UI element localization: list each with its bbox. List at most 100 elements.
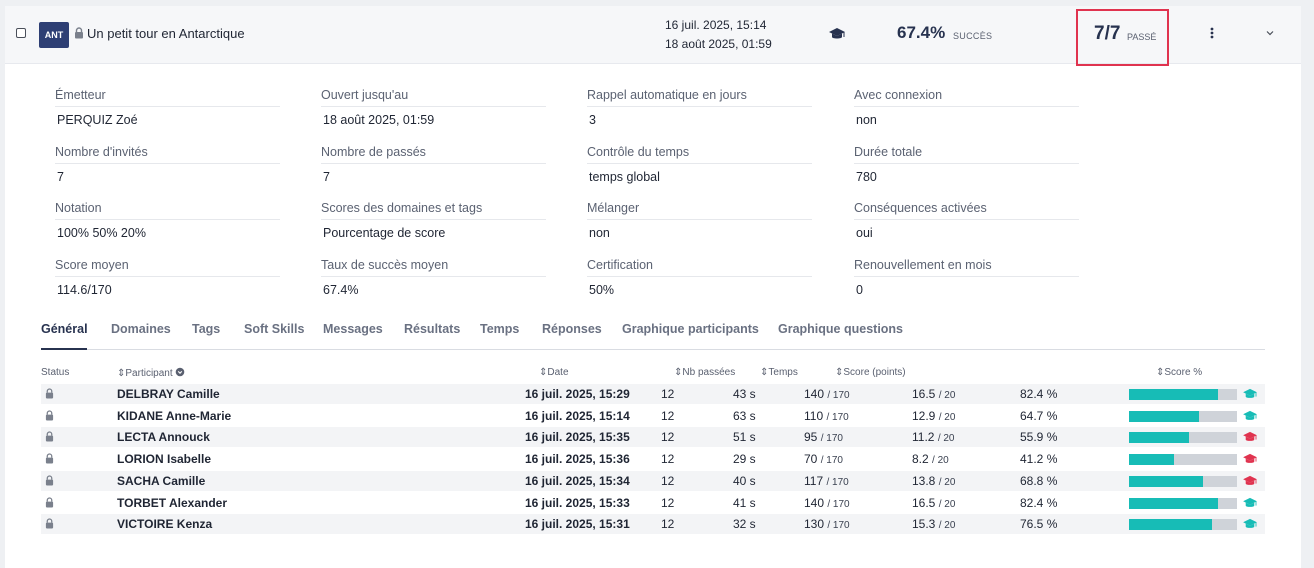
evaluation-header[interactable]: ANT Un petit tour en Antarctique 16 juil…	[5, 6, 1301, 66]
info-label: Contrôle du temps	[587, 145, 812, 164]
tab-graphique-questions[interactable]: Graphique questions	[778, 322, 904, 336]
evaluation-title[interactable]: Un petit tour en Antarctique	[87, 26, 245, 41]
row-note: 11.2 / 20	[912, 430, 955, 444]
tab-messages[interactable]: Messages	[323, 322, 383, 336]
graduation-cap-icon	[1243, 453, 1257, 463]
info-label: Notation	[55, 201, 280, 220]
sort-icon[interactable]: ⇕	[1156, 367, 1165, 378]
table-row[interactable]: TORBET Alexander 16 juil. 2025, 15:33 12 41…	[41, 493, 1265, 513]
participant-name[interactable]: LECTA Annouck	[117, 430, 210, 444]
table-row[interactable]: SACHA Camille 16 juil. 2025, 15:34 12 40 s 1…	[41, 471, 1265, 491]
info-label: Mélanger	[587, 201, 812, 220]
row-nb-passees: 12	[661, 409, 675, 423]
note-value: 11.2	[912, 430, 935, 444]
info-taux-succes: Taux de succès moyen 67.4%	[321, 258, 546, 297]
info-value: 67.4%	[323, 283, 359, 297]
graduation-cap-icon	[1243, 388, 1257, 398]
info-invites: Nombre d'invités 7	[55, 145, 280, 184]
col-score-pct[interactable]: ⇕Score %	[1156, 367, 1202, 378]
sort-icon[interactable]: ⇕	[674, 367, 683, 378]
graduation-cap-icon	[1243, 518, 1257, 528]
row-temps: 29 s	[733, 452, 756, 466]
kebab-menu-icon[interactable]	[1209, 26, 1215, 40]
col-date-label: Date	[547, 367, 569, 378]
points-max: / 170	[827, 390, 850, 401]
graduation-cap-icon	[1243, 431, 1257, 441]
col-participant[interactable]: ⇕Participant	[117, 367, 185, 379]
row-temps: 41 s	[733, 496, 756, 510]
row-date: 16 juil. 2025, 15:31	[525, 517, 630, 531]
participant-name[interactable]: SACHA Camille	[117, 474, 206, 488]
passed-count: 7/7	[1094, 23, 1121, 44]
row-score-pct: 41.2 %	[1020, 452, 1058, 466]
points-value: 70	[804, 452, 818, 466]
points-max: / 170	[827, 499, 850, 510]
info-score-moyen: Score moyen 114.6/170	[55, 258, 280, 297]
info-label: Scores des domaines et tags	[321, 201, 546, 220]
score-progress-bar	[1129, 454, 1237, 465]
participant-name[interactable]: DELBRAY Camille	[117, 387, 220, 401]
score-progress-bar	[1129, 519, 1237, 530]
row-nb-passees: 12	[661, 474, 675, 488]
info-circle-icon[interactable]	[175, 367, 185, 377]
select-checkbox[interactable]	[16, 28, 26, 38]
col-score-points-label: Score (points)	[843, 367, 906, 378]
chevron-down-icon[interactable]	[1265, 29, 1275, 37]
row-score-points: 140 / 170	[804, 496, 850, 510]
row-score-pct: 68.8 %	[1020, 474, 1058, 488]
info-value: non	[589, 226, 610, 240]
info-melanger: Mélanger non	[587, 201, 812, 240]
note-value: 15.3	[912, 517, 936, 531]
sort-icon[interactable]: ⇕	[539, 367, 548, 378]
table-row[interactable]: DELBRAY Camille 16 juil. 2025, 15:29 12 43 …	[41, 384, 1265, 404]
row-date: 16 juil. 2025, 15:34	[525, 474, 630, 488]
info-value: PERQUIZ Zoé	[57, 113, 138, 127]
score-progress-fill	[1129, 389, 1218, 400]
graduation-cap-icon	[829, 28, 845, 39]
tab-tags[interactable]: Tags	[192, 322, 221, 336]
score-progress-bar	[1129, 411, 1237, 422]
tab-temps[interactable]: Temps	[480, 322, 520, 336]
active-tab-indicator	[41, 348, 87, 350]
note-value: 12.9	[912, 409, 936, 423]
col-score-pct-label: Score %	[1164, 367, 1203, 378]
col-score-points[interactable]: ⇕Score (points)	[835, 367, 906, 378]
score-progress-bar	[1129, 432, 1237, 443]
row-nb-passees: 12	[661, 517, 675, 531]
points-max: / 170	[820, 455, 843, 466]
tab-graphique-participants[interactable]: Graphique participants	[622, 322, 759, 336]
tab-reponses[interactable]: Réponses	[542, 322, 602, 336]
tab-resultats[interactable]: Résultats	[404, 322, 461, 336]
score-progress-fill	[1129, 519, 1212, 530]
note-value: 16.5	[912, 496, 936, 510]
table-row[interactable]: LORION Isabelle 16 juil. 2025, 15:36 12 29 …	[41, 449, 1265, 469]
table-row[interactable]: VICTOIRE Kenza 16 juil. 2025, 15:31 12 32 s…	[41, 514, 1265, 534]
score-progress-bar	[1129, 389, 1237, 400]
info-label: Certification	[587, 258, 812, 277]
tab-domaines[interactable]: Domaines	[111, 322, 171, 336]
sort-icon[interactable]: ⇕	[835, 367, 844, 378]
participant-name[interactable]: LORION Isabelle	[117, 452, 212, 466]
participant-name[interactable]: VICTOIRE Kenza	[117, 517, 213, 531]
col-date[interactable]: ⇕Date	[539, 367, 569, 378]
note-max: / 20	[938, 477, 956, 488]
participant-name[interactable]: KIDANE Anne-Marie	[117, 409, 232, 423]
note-max: / 20	[937, 433, 955, 444]
table-row[interactable]: KIDANE Anne-Marie 16 juil. 2025, 15:14 12 6…	[41, 406, 1265, 426]
evaluation-card: ANT Un petit tour en Antarctique 16 juil…	[5, 6, 1301, 568]
col-temps[interactable]: ⇕Temps	[760, 367, 798, 378]
info-label: Nombre de passés	[321, 145, 546, 164]
tab-soft-skills[interactable]: Soft Skills	[244, 322, 305, 336]
info-label: Renouvellement en mois	[854, 258, 1079, 277]
tab-general[interactable]: Général	[41, 322, 88, 336]
col-nb-passees[interactable]: ⇕Nb passées	[674, 367, 735, 378]
row-score-pct: 82.4 %	[1020, 387, 1058, 401]
points-max: / 170	[827, 520, 850, 531]
sort-icon[interactable]: ⇕	[117, 368, 126, 379]
info-ouvert-jusqu: Ouvert jusqu'au 18 août 2025, 01:59	[321, 88, 546, 127]
table-row[interactable]: LECTA Annouck 16 juil. 2025, 15:35 12 51 s 9…	[41, 427, 1265, 447]
info-value: 780	[856, 170, 877, 184]
participant-name[interactable]: TORBET Alexander	[117, 496, 228, 510]
row-note: 15.3 / 20	[912, 517, 955, 531]
sort-icon[interactable]: ⇕	[760, 367, 769, 378]
